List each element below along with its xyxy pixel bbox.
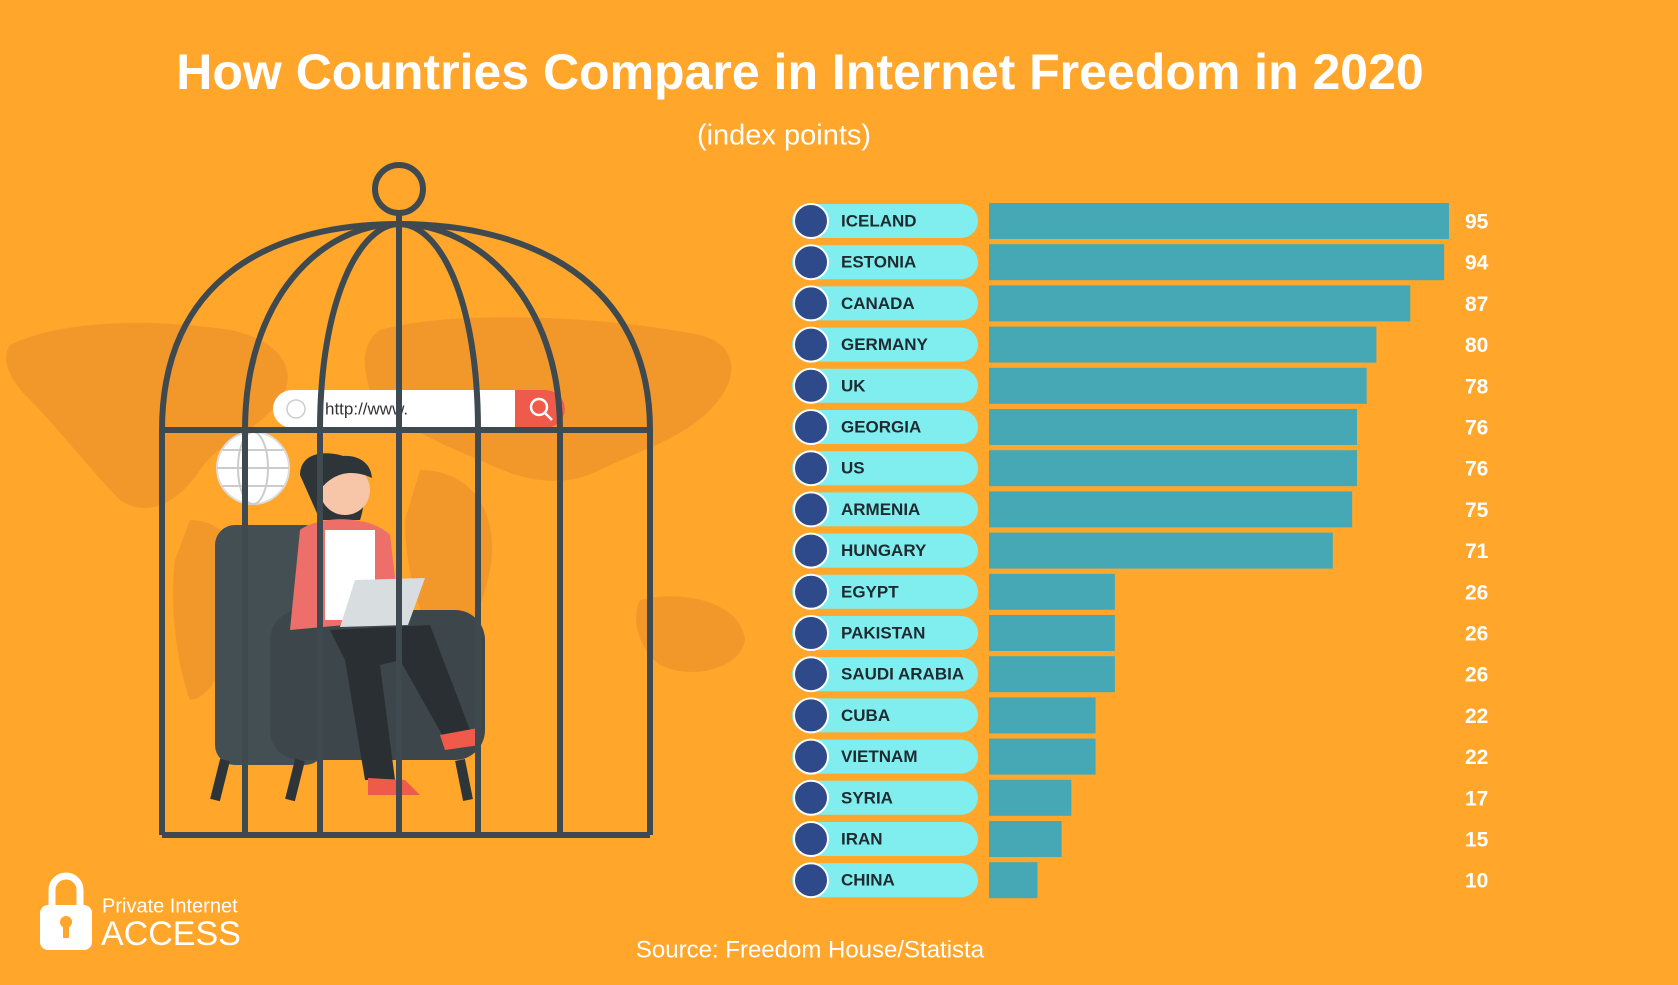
flag (793, 821, 829, 857)
value-label: 71 (1465, 540, 1489, 563)
bar (989, 244, 1445, 281)
label-pill (792, 368, 978, 403)
category-label: EGYPT (841, 582, 899, 601)
label-pill (792, 451, 978, 486)
label-pill (792, 739, 978, 774)
label-pill (792, 492, 978, 527)
category-label: CUBA (841, 706, 890, 725)
value-label: 10 (1465, 870, 1488, 893)
bar (989, 409, 1357, 445)
label-pill (792, 533, 978, 568)
category-label: PAKISTAN (841, 623, 925, 642)
flag (793, 244, 829, 281)
flag (793, 532, 829, 569)
value-label: 94 (1465, 252, 1489, 275)
bar (989, 203, 1449, 239)
category-label: ICELAND (841, 211, 917, 230)
label-pill (792, 616, 978, 650)
value-label: 17 (1465, 787, 1488, 810)
search-bar: http://www. (273, 390, 565, 428)
bar (989, 821, 1062, 857)
category-label: CHINA (841, 871, 895, 890)
bar (989, 656, 1115, 693)
category-label: HUNGARY (841, 541, 927, 560)
bar (989, 491, 1353, 528)
world-map (6, 317, 745, 700)
bar (989, 615, 1115, 651)
label-pill (792, 410, 978, 444)
flag (793, 326, 829, 363)
chart-subtitle: (index points) (697, 120, 871, 152)
flag (793, 491, 829, 528)
label-pill (792, 286, 978, 321)
bar (989, 697, 1096, 734)
label-pill (792, 780, 978, 815)
flag (793, 450, 829, 487)
bar (989, 285, 1411, 322)
value-label: 22 (1465, 746, 1488, 769)
value-label: 87 (1465, 293, 1488, 316)
value-label: 76 (1465, 417, 1488, 440)
chart-title: How Countries Compare in Internet Freedo… (176, 44, 1423, 100)
label-pill (792, 698, 978, 733)
flag (793, 573, 829, 610)
value-label: 26 (1465, 581, 1488, 604)
bar (989, 367, 1367, 404)
value-label: 15 (1465, 829, 1489, 852)
bar (989, 779, 1072, 816)
category-label: IRAN (841, 829, 883, 848)
globe-icon (216, 431, 290, 505)
flag (793, 862, 829, 899)
category-label: UK (841, 376, 866, 395)
label-pill (792, 822, 978, 856)
label-pill (792, 327, 978, 362)
category-label: ARMENIA (841, 500, 920, 519)
label-pill (792, 204, 978, 238)
flag (793, 697, 829, 734)
logo-line1: Private Internet (102, 895, 238, 917)
category-label: VIETNAM (841, 747, 918, 766)
bar (989, 862, 1038, 899)
label-pill (792, 574, 978, 609)
category-label: SAUDI ARABIA (841, 665, 964, 684)
value-label: 95 (1465, 211, 1489, 234)
flag (793, 779, 829, 816)
flag (793, 738, 829, 775)
value-label: 26 (1465, 664, 1488, 687)
category-label: GERMANY (841, 335, 929, 354)
category-label: US (841, 459, 865, 478)
source: Source: Freedom House/Statista (636, 936, 985, 963)
label-pill (792, 657, 978, 692)
flag (793, 409, 829, 445)
cage (159, 162, 653, 838)
flag (793, 656, 829, 693)
value-label: 80 (1465, 334, 1488, 357)
category-label: SYRIA (841, 788, 893, 807)
label-pill (792, 863, 978, 898)
category-label: CANADA (841, 294, 915, 313)
bar (989, 450, 1357, 487)
category-label: ESTONIA (841, 253, 916, 272)
value-label: 75 (1465, 499, 1489, 522)
bar (989, 532, 1333, 569)
flag (793, 367, 829, 404)
category-label: GEORGIA (841, 417, 921, 436)
bar (989, 738, 1096, 775)
value-label: 26 (1465, 623, 1488, 646)
flag (793, 203, 829, 239)
value-label: 22 (1465, 705, 1488, 728)
flag (793, 615, 829, 651)
flag (793, 285, 829, 322)
search-text: http://www. (325, 399, 408, 418)
label-pill (792, 245, 978, 280)
logo-line2: ACCESS (101, 915, 241, 953)
logo: Private Internet ACCESS (40, 872, 241, 953)
value-label: 78 (1465, 375, 1489, 398)
bar (989, 326, 1377, 363)
value-label: 76 (1465, 458, 1488, 481)
bar (989, 573, 1115, 610)
